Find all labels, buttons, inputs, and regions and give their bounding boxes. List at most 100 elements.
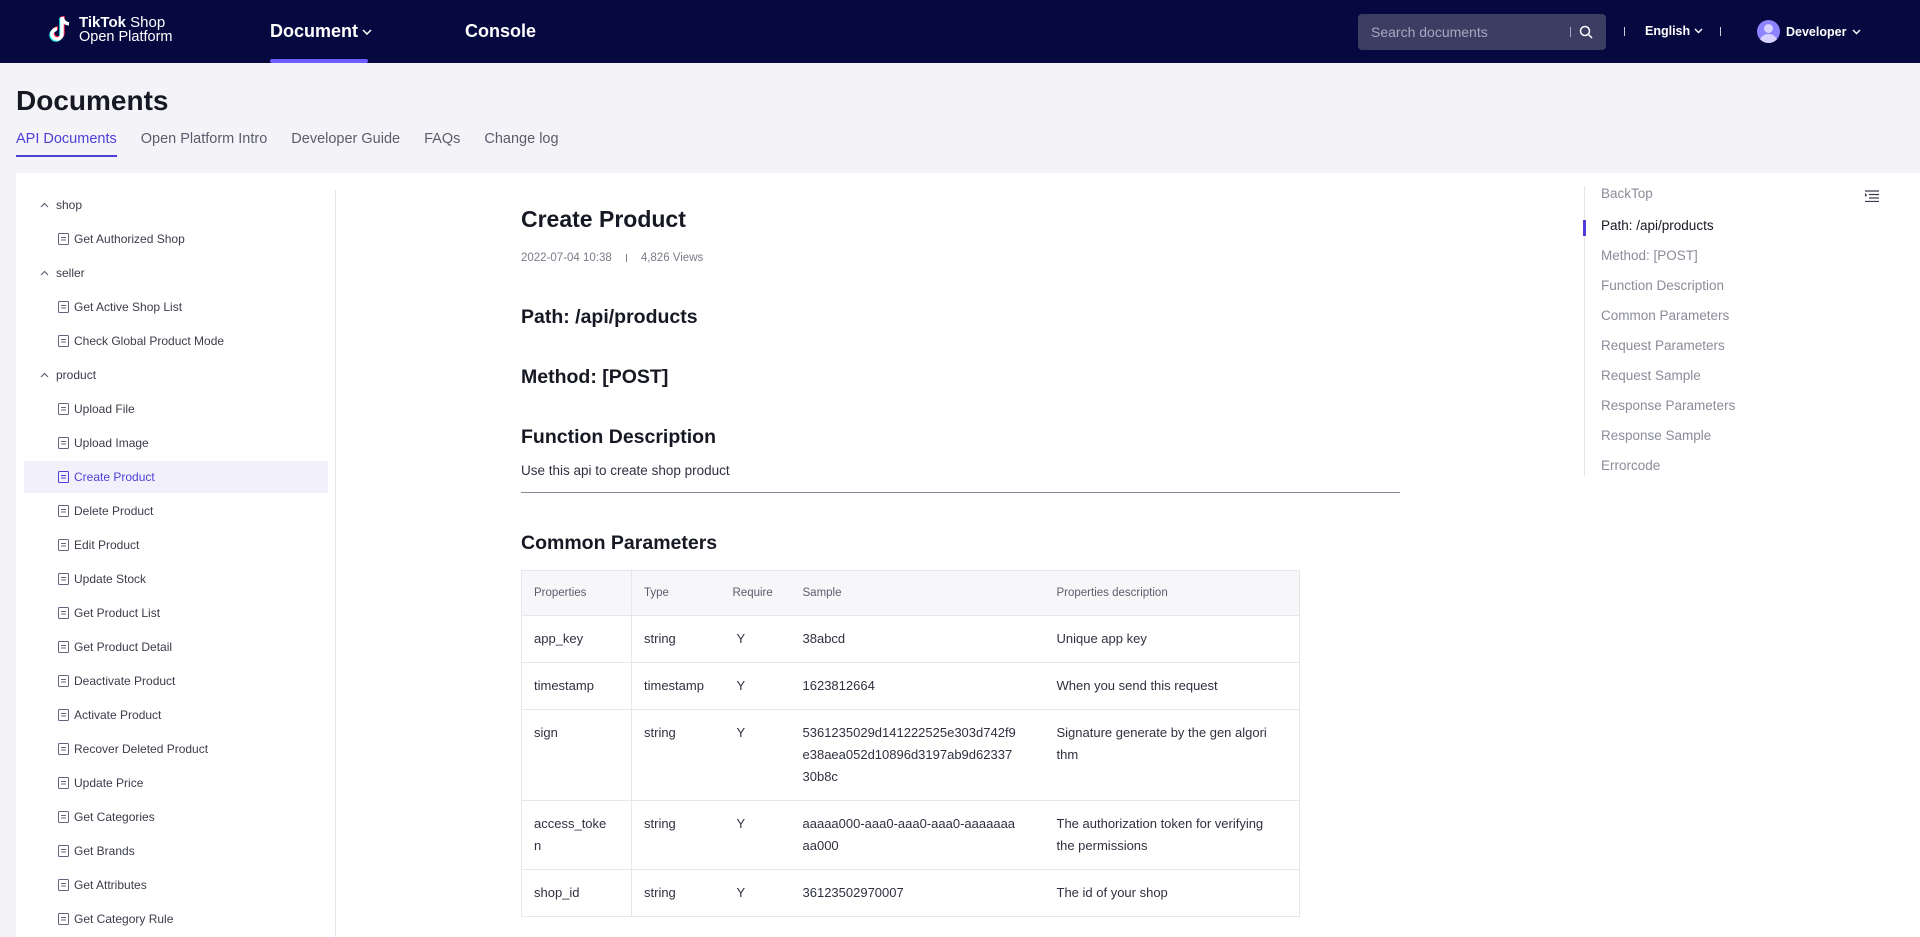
toc-item-response-parameters[interactable]: Response Parameters <box>1601 398 1736 413</box>
table-cell: 1623812664 <box>790 662 1045 710</box>
doc-views: 4,826 Views <box>640 252 704 264</box>
sidebar-item-update-stock[interactable]: Update Stock <box>24 563 328 595</box>
document-icon <box>58 845 69 857</box>
language-label: English <box>1645 24 1691 38</box>
search-divider <box>1570 27 1571 37</box>
toc-item-path[interactable]: Path: /api/products <box>1601 218 1714 233</box>
meta-divider <box>625 254 627 262</box>
tree-group-label: product <box>56 368 97 382</box>
document-icon <box>58 675 69 687</box>
tab-change-log[interactable]: Change log <box>484 131 559 147</box>
header-divider <box>1720 27 1721 36</box>
logo-line1-rest: Shop <box>125 14 166 31</box>
table-cell: string <box>631 709 721 801</box>
tab-open-platform-intro[interactable]: Open Platform Intro <box>140 131 268 147</box>
sidebar-item-label: Update Price <box>74 776 144 790</box>
table-cell: Unique app key <box>1044 615 1300 663</box>
column-header: Require <box>720 570 791 616</box>
sidebar-item-get-category-rule[interactable]: Get Category Rule <box>24 903 328 935</box>
section-path: Path: /api/products <box>521 306 698 328</box>
table-cell: access_toke n <box>521 800 632 870</box>
tab-developer-guide[interactable]: Developer Guide <box>291 131 401 147</box>
section-divider <box>521 492 1400 493</box>
table-cell: sign <box>521 709 632 801</box>
sidebar-item-upload-image[interactable]: Upload Image <box>24 427 328 459</box>
sidebar-item-deactivate-product[interactable]: Deactivate Product <box>24 665 328 697</box>
nav-document-menu[interactable]: Document <box>270 21 372 42</box>
table-cell: Signature generate by the gen algori thm <box>1044 709 1300 801</box>
sidebar-item-activate-product[interactable]: Activate Product <box>24 699 328 731</box>
sidebar-item-delete-product[interactable]: Delete Product <box>24 495 328 527</box>
tab-faqs[interactable]: FAQs <box>424 131 461 147</box>
tiktok-shop-logo[interactable]: TikTok Shop Open Platform <box>46 14 173 46</box>
tree-group-label: seller <box>56 266 85 280</box>
sidebar-item-label: Delete Product <box>74 504 154 518</box>
sidebar-item-label: Upload Image <box>74 436 149 450</box>
toc-item-backtop[interactable]: BackTop <box>1601 186 1653 201</box>
table-cell: Y <box>720 615 791 663</box>
sidebar-item-get-attributes[interactable]: Get Attributes <box>24 869 328 901</box>
table-cell: string <box>631 800 721 870</box>
toc-item-response-sample[interactable]: Response Sample <box>1601 428 1712 443</box>
toc-item-request-sample[interactable]: Request Sample <box>1601 368 1701 383</box>
sidebar-item-label: Get Product Detail <box>74 640 173 654</box>
document-icon <box>58 573 69 585</box>
language-selector[interactable]: English <box>1645 24 1703 38</box>
doc-meta: 2022-07-04 10:38 4,826 Views <box>521 252 703 264</box>
search-box[interactable]: Search documents <box>1358 14 1606 50</box>
table-cell: string <box>631 869 721 917</box>
search-input[interactable]: Search documents <box>1371 24 1488 40</box>
sidebar-item-upload-file[interactable]: Upload File <box>24 393 328 425</box>
document-icon <box>58 607 69 619</box>
tab-api-documents[interactable]: API Documents <box>16 131 117 157</box>
sidebar-item-get-product-list[interactable]: Get Product List <box>24 597 328 629</box>
search-icon[interactable] <box>1579 25 1593 39</box>
sidebar-item-recover-deleted-product[interactable]: Recover Deleted Product <box>24 733 328 765</box>
column-header: Sample <box>790 570 1045 616</box>
sidebar-item-edit-product[interactable]: Edit Product <box>24 529 328 561</box>
column-header: Type <box>631 570 721 616</box>
tree-group-seller[interactable]: seller <box>40 266 85 280</box>
user-menu[interactable]: Developer <box>1757 20 1861 43</box>
document-icon <box>58 335 69 347</box>
document-icon <box>58 301 69 313</box>
toc-item-errorcode[interactable]: Errorcode <box>1601 458 1661 473</box>
toc-item-method[interactable]: Method: [POST] <box>1601 248 1698 263</box>
toc-item-request-parameters[interactable]: Request Parameters <box>1601 338 1725 353</box>
sidebar-item-get-categories[interactable]: Get Categories <box>24 801 328 833</box>
sidebar-item-get-product-detail[interactable]: Get Product Detail <box>24 631 328 663</box>
sidebar-item-check-global-product-mode[interactable]: Check Global Product Mode <box>24 325 328 357</box>
tree-group-label: shop <box>56 198 83 212</box>
toc-item-function-description[interactable]: Function Description <box>1601 278 1725 293</box>
sidebar-item-get-authorized-shop[interactable]: Get Authorized Shop <box>24 223 328 255</box>
sidebar-tree <box>16 190 336 937</box>
document-icon <box>58 233 69 245</box>
sidebar-item-create-product[interactable]: Create Product <box>24 461 328 493</box>
chevron-down-icon <box>1694 28 1703 34</box>
sidebar-item-get-active-shop-list[interactable]: Get Active Shop List <box>24 291 328 323</box>
toc-list-icon[interactable] <box>1865 190 1879 202</box>
document-icon <box>58 471 69 483</box>
nav-console-link[interactable]: Console <box>465 21 537 41</box>
tree-group-product[interactable]: product <box>40 368 96 382</box>
chevron-down-icon <box>362 28 372 35</box>
tree-group-shop[interactable]: shop <box>40 198 82 212</box>
table-cell: 36123502970007 <box>790 869 1045 917</box>
document-icon <box>58 879 69 891</box>
toc-item-common-parameters[interactable]: Common Parameters <box>1601 308 1730 323</box>
table-row: shop_id string Y 36123502970007 The id o… <box>521 869 1300 917</box>
sidebar-item-get-brands[interactable]: Get Brands <box>24 835 328 867</box>
table-header-row: Properties Type Require Sample Propertie… <box>521 570 1300 616</box>
table-cell: 5361235029d141222525e303d742f9 e38aea052… <box>790 709 1045 801</box>
sidebar-item-label: Get Product List <box>74 606 161 620</box>
section-function-description: Function Description <box>521 426 716 448</box>
sidebar-item-label: Get Categories <box>74 810 155 824</box>
tiktok-logo-icon <box>49 16 70 42</box>
sidebar-item-label: Check Global Product Mode <box>74 334 225 348</box>
table-cell: Y <box>720 800 791 870</box>
sidebar-item-label: Get Attributes <box>74 878 147 892</box>
sidebar-item-label: Upload File <box>74 402 135 416</box>
sidebar-item-update-price[interactable]: Update Price <box>24 767 328 799</box>
document-icon <box>58 777 69 789</box>
top-navbar: TikTok Shop Open Platform Document Conso… <box>0 0 1920 63</box>
